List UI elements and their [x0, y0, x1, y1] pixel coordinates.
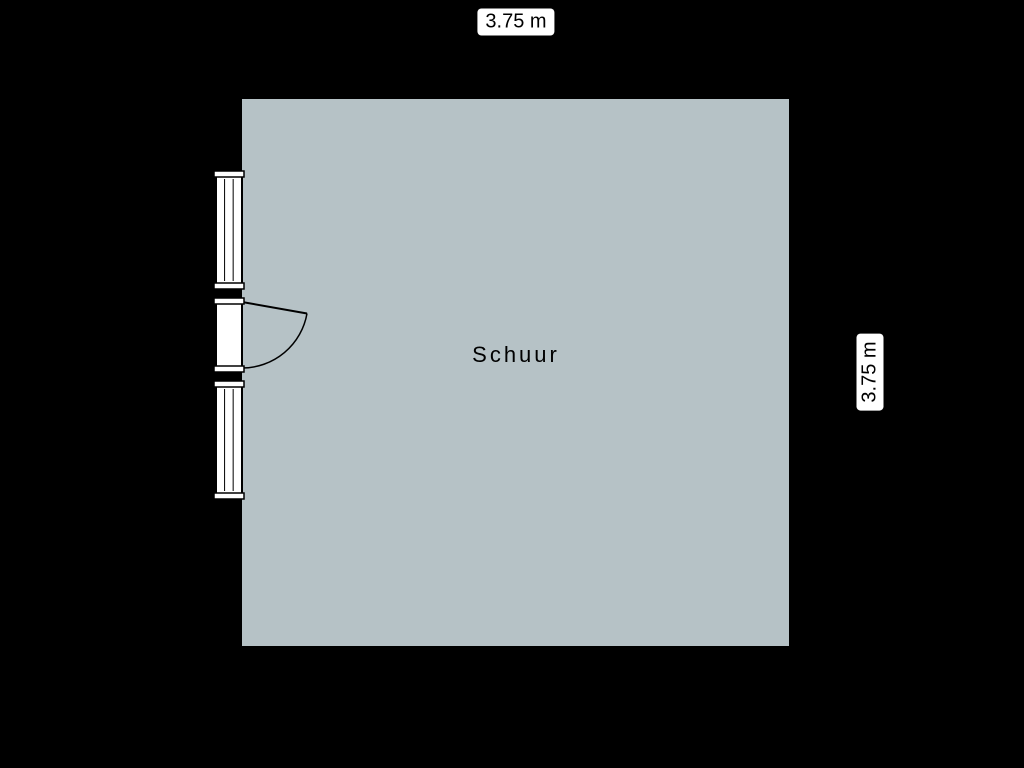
room-label: Schuur [472, 342, 560, 368]
dimension-top: 3.75 m [477, 9, 554, 36]
left-wall-features [212, 165, 324, 505]
floorplan-canvas: Schuur 3.75 m 3.75 m [0, 0, 1024, 768]
dimension-right: 3.75 m [857, 333, 884, 410]
